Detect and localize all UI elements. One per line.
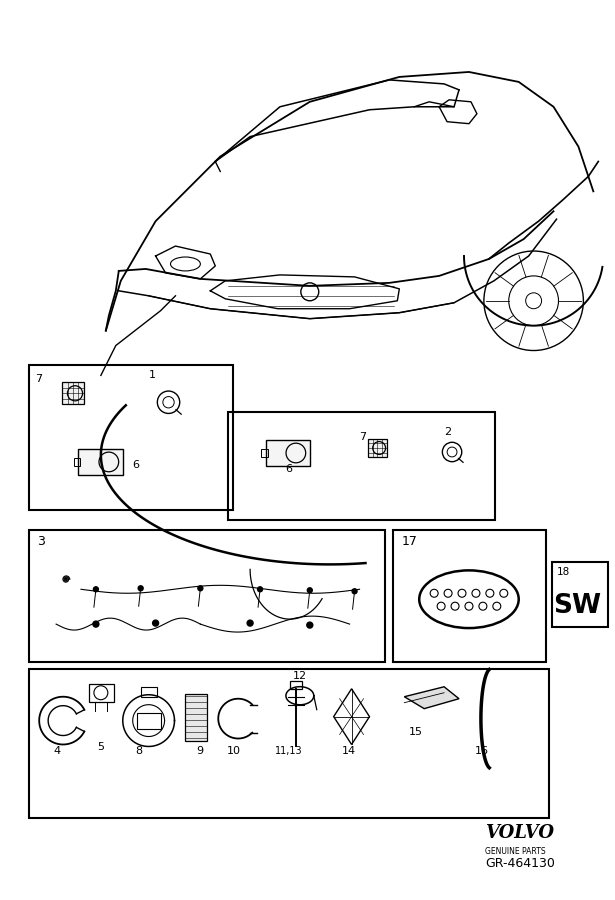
Bar — [30, 669, 549, 818]
Text: GR-464130: GR-464130 — [485, 857, 555, 869]
Bar — [394, 529, 546, 662]
Text: 6: 6 — [133, 460, 140, 470]
Circle shape — [138, 586, 143, 590]
Bar — [266, 440, 311, 466]
Circle shape — [308, 588, 312, 593]
Text: 10: 10 — [227, 746, 241, 756]
Circle shape — [352, 589, 357, 594]
Bar — [74, 458, 81, 466]
Circle shape — [93, 621, 99, 627]
Text: 14: 14 — [341, 746, 355, 756]
Circle shape — [307, 622, 313, 628]
Polygon shape — [404, 687, 459, 708]
Bar — [368, 438, 387, 457]
Bar — [30, 529, 386, 662]
Text: GENUINE PARTS: GENUINE PARTS — [485, 847, 546, 856]
Text: 17: 17 — [402, 535, 417, 547]
Text: 12: 12 — [293, 670, 307, 680]
Text: 9: 9 — [196, 746, 204, 756]
Bar — [30, 365, 233, 509]
Text: VOLVO: VOLVO — [485, 824, 554, 842]
Circle shape — [258, 587, 263, 592]
Bar — [261, 449, 268, 457]
Circle shape — [198, 586, 203, 590]
Bar — [62, 382, 84, 404]
Text: 5: 5 — [97, 742, 104, 752]
Text: 1: 1 — [149, 371, 156, 381]
Bar — [137, 713, 161, 729]
Text: 7: 7 — [35, 374, 42, 384]
Bar — [228, 412, 495, 519]
Circle shape — [247, 620, 253, 626]
Text: 7: 7 — [360, 432, 367, 442]
Bar — [552, 562, 608, 627]
Circle shape — [93, 587, 98, 592]
Bar — [141, 687, 157, 697]
Text: 15: 15 — [409, 726, 423, 736]
Text: 4: 4 — [53, 746, 60, 756]
Text: 3: 3 — [37, 535, 45, 547]
Text: 6: 6 — [285, 464, 292, 474]
Bar — [89, 684, 114, 702]
Bar — [79, 449, 123, 475]
Text: 8: 8 — [136, 746, 143, 756]
Circle shape — [153, 620, 159, 626]
Text: SW: SW — [554, 593, 601, 619]
Bar — [186, 694, 207, 742]
Text: 2: 2 — [444, 428, 451, 437]
Text: 16: 16 — [475, 746, 489, 756]
Text: 11,13: 11,13 — [275, 746, 303, 756]
Text: 18: 18 — [557, 567, 569, 578]
